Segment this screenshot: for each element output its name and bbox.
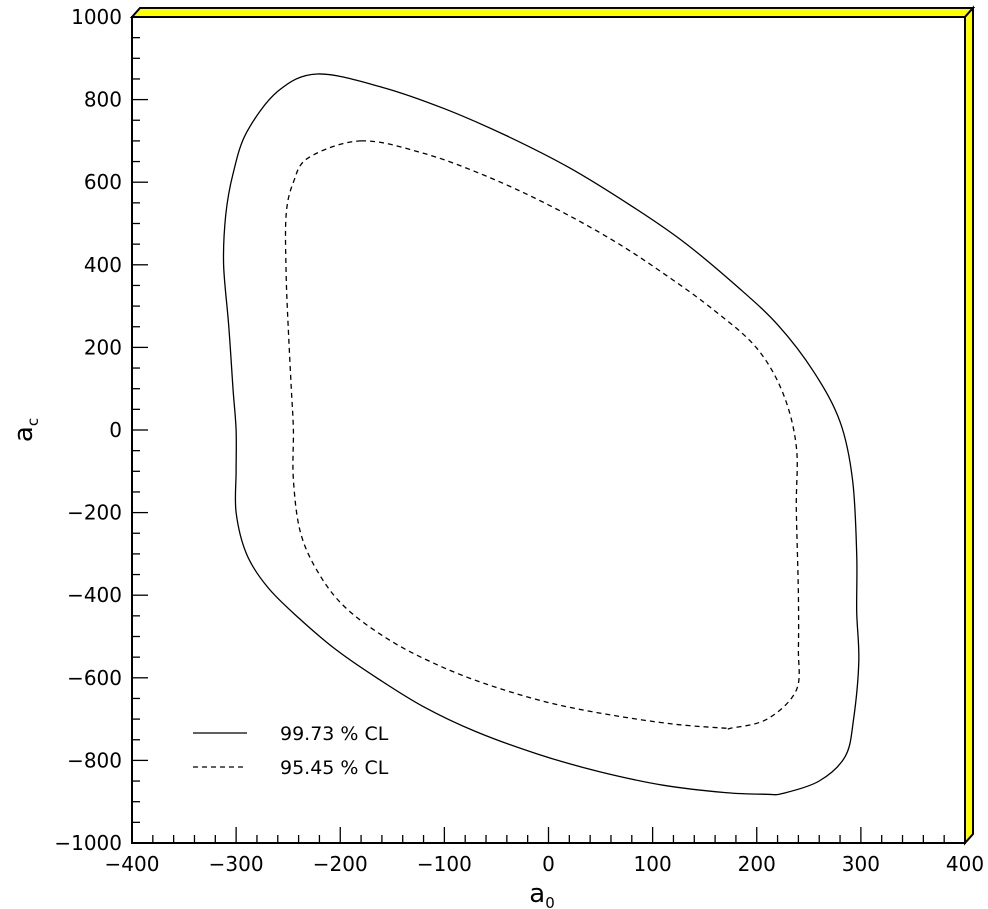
y-axis-title: ac bbox=[9, 418, 42, 442]
y-tick-label: 800 bbox=[84, 88, 122, 112]
y-tick-label: −800 bbox=[67, 748, 122, 772]
contour-99-73-solid bbox=[222, 73, 860, 796]
x-tick-label: 0 bbox=[542, 852, 555, 876]
x-axis-title: a0 bbox=[529, 879, 554, 909]
x-tick-label: −100 bbox=[417, 852, 472, 876]
legend: 99.73 % CL 95.45 % CL bbox=[193, 723, 389, 779]
legend-label-dashed: 95.45 % CL bbox=[280, 757, 389, 779]
y-tick-label: −200 bbox=[67, 501, 122, 525]
y-axis-title-sub: c bbox=[24, 418, 42, 426]
x-axis-title-main: a bbox=[529, 879, 545, 909]
y-tick-label: −1000 bbox=[54, 831, 122, 855]
x-tick-label: 300 bbox=[842, 852, 880, 876]
axis-ticks bbox=[131, 16, 966, 844]
x-tick-label: −300 bbox=[209, 852, 264, 876]
x-tick-label: −400 bbox=[105, 852, 160, 876]
x-tick-label: 200 bbox=[738, 852, 776, 876]
contour-95-45-dashed bbox=[284, 140, 800, 730]
frame-depth-right bbox=[964, 5, 974, 846]
y-tick-label: 400 bbox=[84, 253, 122, 277]
x-tick-label: 400 bbox=[946, 852, 984, 876]
x-axis-title-sub: 0 bbox=[545, 894, 555, 909]
y-tick-label: 1000 bbox=[71, 5, 122, 29]
x-tick-label: 100 bbox=[634, 852, 672, 876]
y-tick-label: −400 bbox=[67, 583, 122, 607]
contour-curves bbox=[222, 73, 860, 796]
y-tick-label: 600 bbox=[84, 170, 122, 194]
axis-tick-labels: −400 −300 −200 −100 0 100 200 300 400−1000−800−6… bbox=[54, 5, 984, 876]
plot-frame bbox=[131, 16, 966, 844]
y-axis-title-main: a bbox=[9, 426, 39, 442]
y-tick-label: 0 bbox=[109, 418, 122, 442]
frame-depth-top bbox=[129, 7, 976, 18]
legend-label-solid: 99.73 % CL bbox=[280, 723, 389, 745]
y-tick-label: 200 bbox=[84, 335, 122, 359]
y-tick-label: −600 bbox=[67, 666, 122, 690]
x-tick-label: −200 bbox=[313, 852, 368, 876]
